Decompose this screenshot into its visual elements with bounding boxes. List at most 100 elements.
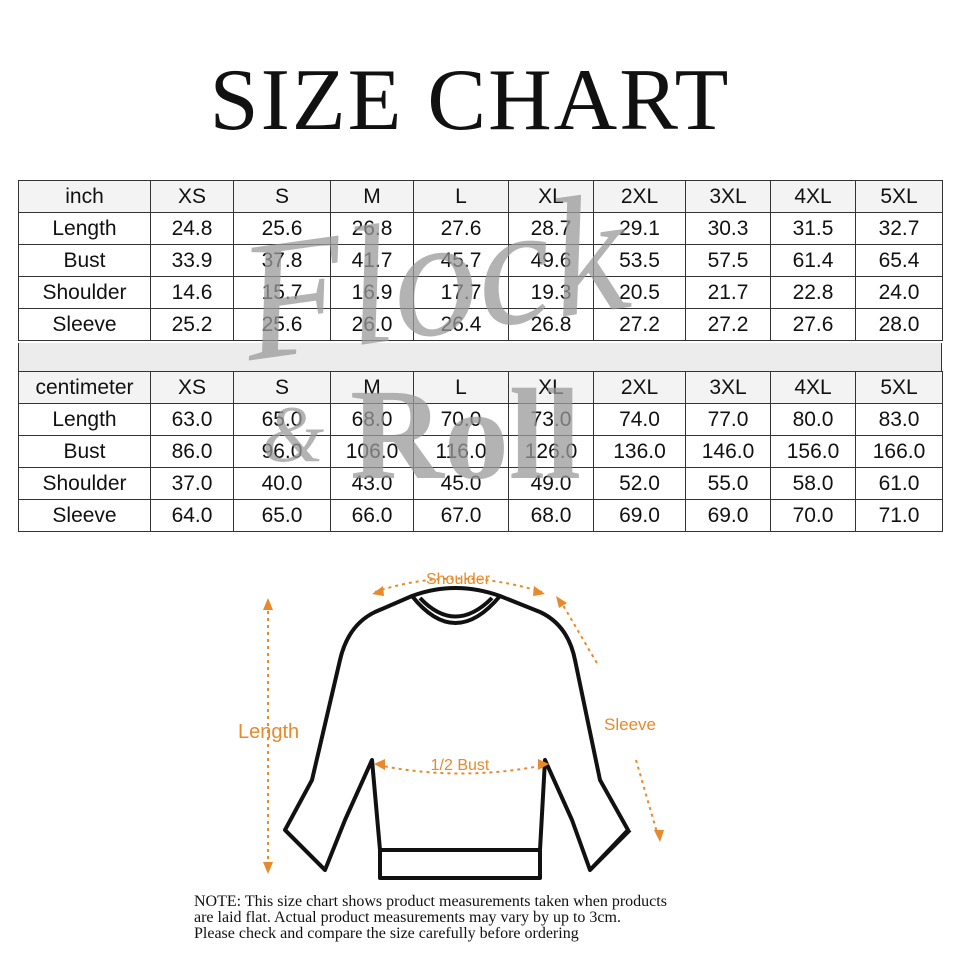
- cell: 53.5: [593, 244, 686, 277]
- cell: 24.8: [150, 212, 234, 245]
- cell: 70.0: [770, 499, 856, 532]
- cell: 37.0: [150, 467, 234, 500]
- cell: 67.0: [413, 499, 509, 532]
- cell: 24.0: [855, 276, 943, 309]
- cell: XL: [508, 180, 594, 213]
- cell: 2XL: [593, 371, 686, 404]
- cell: 65.0: [233, 403, 331, 436]
- cell: 65.0: [233, 499, 331, 532]
- cell: 69.0: [685, 499, 771, 532]
- table-row: centimeter XS S M L XL 2XL 3XL 4XL 5XL: [18, 371, 943, 404]
- cell: 15.7: [233, 276, 331, 309]
- cell: 25.6: [233, 212, 331, 245]
- table-row: Shoulder 14.6 15.7 16.9 17.7 19.3 20.5 21.7 22.8…: [18, 276, 943, 309]
- cell: 55.0: [685, 467, 771, 500]
- row-label: centimeter: [18, 371, 151, 404]
- cell: 17.7: [413, 276, 509, 309]
- cell: 3XL: [685, 371, 771, 404]
- cell: 86.0: [150, 435, 234, 468]
- cell: 25.6: [233, 308, 331, 341]
- row-label: Bust: [18, 435, 151, 468]
- sleeve-label: Sleeve: [604, 715, 656, 734]
- cell: 156.0: [770, 435, 856, 468]
- cell: 58.0: [770, 467, 856, 500]
- note-line: Please check and compare the size carefu…: [194, 925, 579, 942]
- cell: XS: [150, 371, 234, 404]
- cell: XS: [150, 180, 234, 213]
- cell: 27.6: [770, 308, 856, 341]
- cell: 26.8: [330, 212, 414, 245]
- cell: XL: [508, 371, 594, 404]
- cell: 70.0: [413, 403, 509, 436]
- cell: S: [233, 371, 331, 404]
- shoulder-label: Shoulder: [426, 571, 491, 588]
- cell: L: [413, 180, 509, 213]
- cell: 27.6: [413, 212, 509, 245]
- cell: 5XL: [855, 371, 943, 404]
- cell: 20.5: [593, 276, 686, 309]
- cell: 16.9: [330, 276, 414, 309]
- table-row: inch XS S M L XL 2XL 3XL 4XL 5XL: [18, 180, 943, 213]
- table-row: Bust 86.0 96.0 106.0 116.0 126.0 136.0 146.0 156…: [18, 435, 943, 468]
- cell: 136.0: [593, 435, 686, 468]
- cell: 37.8: [233, 244, 331, 277]
- cell: 57.5: [685, 244, 771, 277]
- cell: 29.1: [593, 212, 686, 245]
- cell: 19.3: [508, 276, 594, 309]
- cell: 106.0: [330, 435, 414, 468]
- cell: 49.0: [508, 467, 594, 500]
- cell: 68.0: [330, 403, 414, 436]
- row-label: Sleeve: [18, 308, 151, 341]
- cell: 4XL: [770, 371, 856, 404]
- table-row: Sleeve 64.0 65.0 66.0 67.0 68.0 69.0 69.0 70.0 71…: [18, 499, 943, 532]
- length-label: Length: [238, 721, 299, 743]
- cell: 26.4: [413, 308, 509, 341]
- cell: 83.0: [855, 403, 943, 436]
- cell: 61.4: [770, 244, 856, 277]
- cell: 26.0: [330, 308, 414, 341]
- cell: 4XL: [770, 180, 856, 213]
- row-label: Sleeve: [18, 499, 151, 532]
- cell: 63.0: [150, 403, 234, 436]
- cell: 80.0: [770, 403, 856, 436]
- cell: 61.0: [855, 467, 943, 500]
- table-spacer: [18, 343, 942, 371]
- cell: 65.4: [855, 244, 943, 277]
- cell: 3XL: [685, 180, 771, 213]
- cell: 68.0: [508, 499, 594, 532]
- table-row: Length 63.0 65.0 68.0 70.0 73.0 74.0 77.0 80.0 83…: [18, 403, 943, 436]
- cell: 28.7: [508, 212, 594, 245]
- cell: 5XL: [855, 180, 943, 213]
- table-row: Bust 33.9 37.8 41.7 45.7 49.6 53.5 57.5 61.4 65.4: [18, 244, 943, 277]
- cell: 32.7: [855, 212, 943, 245]
- cell: L: [413, 371, 509, 404]
- row-label: Length: [18, 212, 151, 245]
- table-row: Shoulder 37.0 40.0 43.0 45.0 49.0 52.0 55.0 58.0…: [18, 467, 943, 500]
- cell: 22.8: [770, 276, 856, 309]
- cell: 77.0: [685, 403, 771, 436]
- cell: 116.0: [413, 435, 509, 468]
- cell: 41.7: [330, 244, 414, 277]
- table-row: Length 24.8 25.6 26.8 27.6 28.7 29.1 30.3 31.5 32…: [18, 212, 943, 245]
- cell: 45.7: [413, 244, 509, 277]
- cell: 49.6: [508, 244, 594, 277]
- arrow-heads: [263, 586, 664, 874]
- row-label: inch: [18, 180, 151, 213]
- row-label: Shoulder: [18, 467, 151, 500]
- cell: 66.0: [330, 499, 414, 532]
- cell: 64.0: [150, 499, 234, 532]
- cell: 45.0: [413, 467, 509, 500]
- bust-label: 1/2 Bust: [431, 757, 490, 774]
- cell: 126.0: [508, 435, 594, 468]
- cell: 30.3: [685, 212, 771, 245]
- cell: 166.0: [855, 435, 943, 468]
- cell: 21.7: [685, 276, 771, 309]
- note: NOTE: This size chart shows product meas…: [194, 894, 667, 942]
- cell: 74.0: [593, 403, 686, 436]
- table-row: Sleeve 25.2 25.6 26.0 26.4 26.8 27.2 27.2 27.6 28…: [18, 308, 943, 341]
- cell: 146.0: [685, 435, 771, 468]
- cell: 25.2: [150, 308, 234, 341]
- cell: 31.5: [770, 212, 856, 245]
